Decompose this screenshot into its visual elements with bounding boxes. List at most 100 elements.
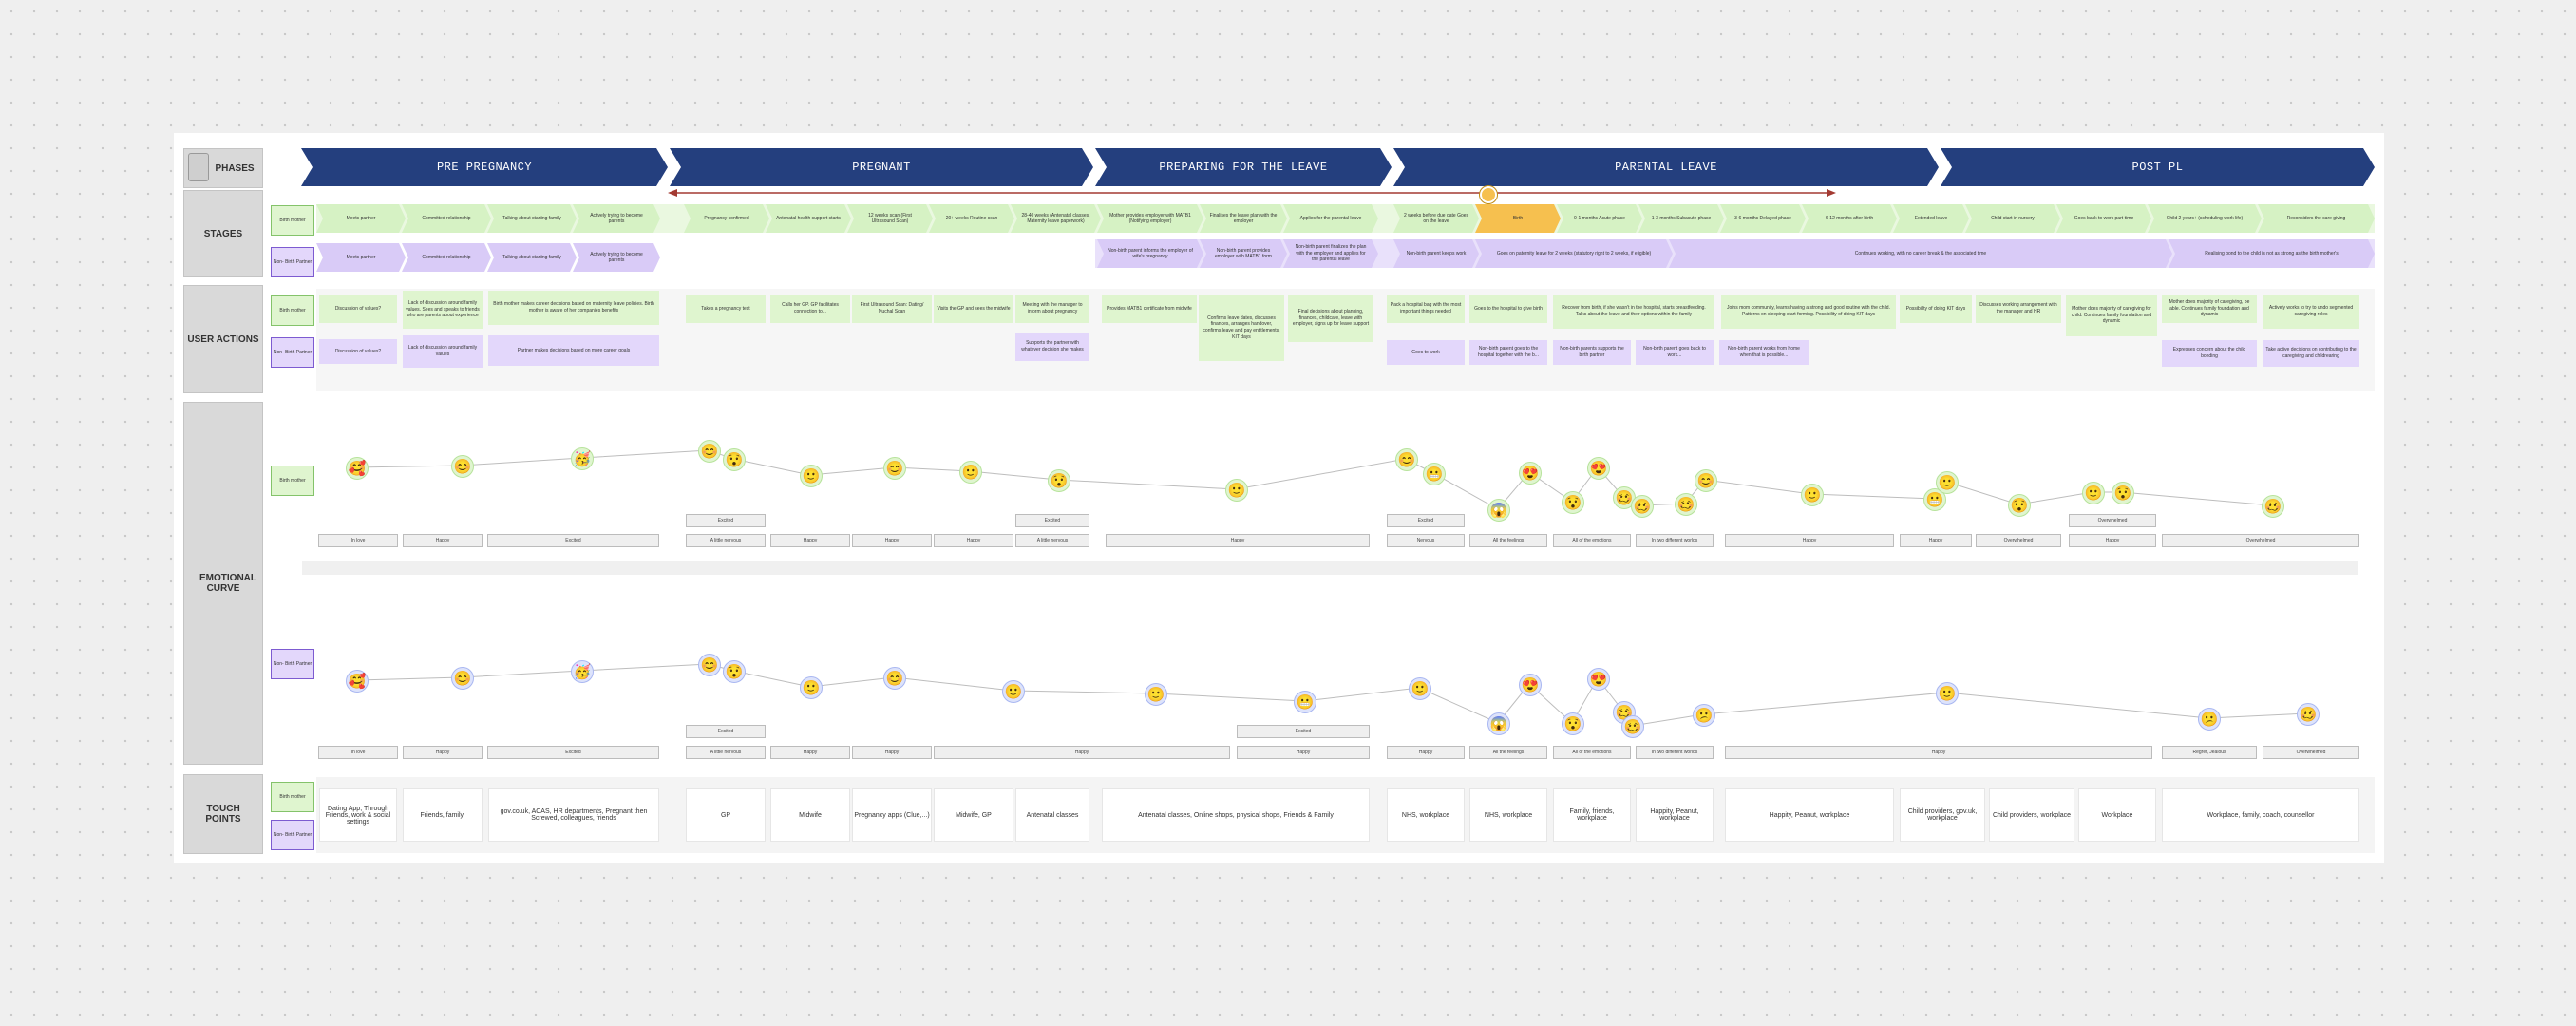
stage-nonbirth[interactable]: Actively trying to become parents [573,243,660,272]
emoji-surprised-icon[interactable]: 😯 [1562,491,1584,514]
touchpoint-card[interactable]: NHS, workplace [1469,788,1547,842]
touchpoint-card[interactable]: Dating App, Through Friends, work & soci… [319,788,397,842]
action-card-birth[interactable]: Confirms leave dates, discusses finances… [1199,294,1284,361]
emoji-happy-icon[interactable]: 😊 [883,457,906,480]
emoji-nervous-icon[interactable]: 😬 [1294,691,1316,713]
phase-pregnant[interactable]: PREGNANT [670,148,1093,186]
phase-parental-leave[interactable]: PARENTAL LEAVE [1393,148,1939,186]
emoji-in-love-icon[interactable]: 🥰 [346,457,369,480]
action-card-nonbirth[interactable]: Goes to work [1387,340,1465,365]
phase-post-pl[interactable]: POST PL [1941,148,2375,186]
action-card-birth[interactable]: Lack of discussion around family values.… [403,291,483,329]
emoji-overwhelmed-icon[interactable]: 😕 [2198,708,2221,731]
emoji-excited-icon[interactable]: 😊 [698,654,721,676]
stage-nonbirth[interactable]: Meets partner [316,243,406,272]
action-card-birth[interactable]: Calls her GP. GP facilitates connection … [770,294,850,323]
action-card-birth[interactable]: Goes to the hospital to give birth [1469,294,1547,323]
stage-nonbirth[interactable]: Non-birth parent informs the employer of… [1097,239,1203,268]
action-card-birth[interactable]: Discusses working arrangement with the m… [1976,294,2061,323]
emoji-surprised-icon[interactable]: 😯 [2008,494,2031,517]
stage-birth[interactable]: Talking about starting family [487,204,577,233]
action-card-nonbirth[interactable]: Partner makes decisions based on more ca… [488,335,659,366]
emoji-heart-eyes-icon[interactable]: 😍 [1519,462,1542,484]
action-card-nonbirth[interactable]: Supports the partner with whatever decis… [1015,332,1089,361]
stage-birth[interactable]: Goes back to work part-time [2056,204,2151,233]
stage-birth[interactable]: Child 2 years+ (scheduling work life) [2148,204,2262,233]
emoji-happy-icon[interactable]: 🙂 [959,461,982,484]
action-card-nonbirth[interactable]: Take active decisions on contributing to… [2263,340,2359,367]
action-card-birth[interactable]: Joins mom community, learns having a str… [1721,294,1896,329]
touchpoint-card[interactable]: NHS, workplace [1387,788,1465,842]
stage-birth[interactable]: Child start in nursery [1965,204,2060,233]
stage-nonbirth[interactable]: Committed relationship [402,243,491,272]
touchpoint-card[interactable]: Pregnancy apps (Clue,...) [852,788,932,842]
stage-birth[interactable]: Mother provides employer with MATB1 (Not… [1097,204,1203,233]
stage-birth[interactable]: Applies for the parental leave [1283,204,1378,233]
touchpoint-card[interactable]: Friends, family, [403,788,483,842]
action-card-birth[interactable]: Final decisions about planning, finances… [1288,294,1373,342]
emoji-overwhelmed-icon[interactable]: 🥴 [1675,493,1697,516]
action-card-birth[interactable]: Possibility of doing KIT days [1900,294,1972,323]
action-card-birth[interactable]: Provides MATB1 certificate from midwife [1102,294,1197,323]
emoji-excited-icon[interactable]: 😊 [698,440,721,463]
emoji-overwhelmed-icon[interactable]: 🥴 [1613,486,1636,509]
action-card-birth[interactable]: Mother does majority of caregiving for c… [2066,294,2157,336]
emoji-overwhelmed-icon[interactable]: 🥴 [1621,715,1644,738]
emoji-happy-icon[interactable]: 😊 [451,667,474,690]
stage-birth[interactable]: 2 weeks before due date Goes on the leav… [1393,204,1479,233]
action-card-birth[interactable]: Visits the GP and sees the midwife [934,294,1013,323]
emoji-scream-icon[interactable]: 😱 [1487,712,1510,735]
stage-birth[interactable]: Reconsiders the care giving [2258,204,2375,233]
emoji-excited-icon[interactable]: 🥳 [571,447,594,470]
action-card-nonbirth[interactable]: Non-birth parent works from home when th… [1719,340,1809,365]
stage-nonbirth[interactable]: Non-birth parent provides employer with … [1200,239,1287,268]
stage-birth[interactable]: Antenatal health support starts [766,204,851,233]
emoji-happy-icon[interactable]: 🙂 [1936,471,1959,494]
action-card-birth[interactable]: Meeting with the manager to inform about… [1015,294,1089,323]
stage-nonbirth[interactable]: Non-birth parent keeps work [1393,239,1479,268]
emoji-heart-eyes-icon[interactable]: 😍 [1587,668,1610,691]
emoji-surprised-icon[interactable]: 😯 [1048,469,1070,492]
emoji-in-love-icon[interactable]: 🥰 [346,670,369,693]
stage-nonbirth[interactable]: Realising bond to the child is not as st… [2169,239,2375,268]
stage-nonbirth[interactable]: Non-birth parent finalizes the plan with… [1283,239,1378,268]
action-card-nonbirth[interactable]: Discussion of values? [319,339,397,364]
emoji-overwhelmed-icon[interactable]: 🥴 [1631,495,1654,518]
stage-birth[interactable]: 12 weeks scan (First Ultrasound Scan) [847,204,933,233]
emoji-happy-icon[interactable]: 🙂 [1936,682,1959,705]
stage-birth[interactable]: Actively trying to become parents [573,204,660,233]
touchpoint-card[interactable]: GP [686,788,766,842]
emoji-excited-icon[interactable]: 🥳 [571,660,594,683]
stage-nonbirth[interactable]: Talking about starting family [487,243,577,272]
action-card-birth[interactable]: Birth mother makes career decisions base… [488,291,659,325]
touchpoint-card[interactable]: Workplace [2078,788,2156,842]
stage-birth[interactable]: Meets partner [316,204,406,233]
emoji-scream-icon[interactable]: 😱 [1487,499,1510,522]
frame-handle-icon[interactable] [188,153,209,181]
action-card-birth[interactable]: Actively works to try to undo segmented … [2263,294,2359,329]
stage-birth[interactable]: 6-12 months after birth [1802,204,1897,233]
stage-birth[interactable]: Extended leave [1893,204,1969,233]
emoji-excited-icon[interactable]: 😊 [1395,448,1418,471]
emoji-happy-icon[interactable]: 🙂 [1801,484,1824,506]
stage-birth[interactable]: 1-3 months Subacute phase [1638,204,1724,233]
emoji-heart-eyes-icon[interactable]: 😍 [1519,674,1542,696]
emoji-happy-icon[interactable]: 🙂 [1145,683,1167,706]
emoji-overwhelmed-icon[interactable]: 😕 [1693,704,1715,727]
phase-preparing-leave[interactable]: PREPARING FOR THE LEAVE [1095,148,1392,186]
touchpoint-card[interactable]: gov.co.uk, ACAS, HR departments, Pregnan… [488,788,659,842]
emoji-happy-icon[interactable]: 😊 [451,455,474,478]
action-card-nonbirth[interactable]: Non-birth parents supports the birth par… [1553,340,1631,365]
emoji-overwhelmed-icon[interactable]: 🥴 [2262,495,2284,518]
emoji-overwhelmed-icon[interactable]: 🥴 [2297,703,2320,726]
action-card-nonbirth[interactable]: Non-birth parent goes to the hospital to… [1469,340,1547,365]
stage-birth[interactable]: 28-40 weeks (Antenatal classes, Maternit… [1011,204,1101,233]
touchpoint-card[interactable]: Antenatal classes, Online shops, physica… [1102,788,1370,842]
touchpoint-card[interactable]: Happity, Peanut, workplace [1725,788,1894,842]
stage-birth-highlight[interactable]: Birth [1475,204,1561,233]
stage-birth[interactable]: 20+ weeks Routine scan [929,204,1014,233]
action-card-birth[interactable]: First Ultrasound Scan: Dating/ Nuchal Sc… [852,294,932,323]
emoji-happy-icon[interactable]: 😊 [1695,469,1717,492]
stage-birth[interactable]: Finalises the leave plan with the employ… [1200,204,1287,233]
emoji-happy-icon[interactable]: 🙂 [1409,677,1431,700]
